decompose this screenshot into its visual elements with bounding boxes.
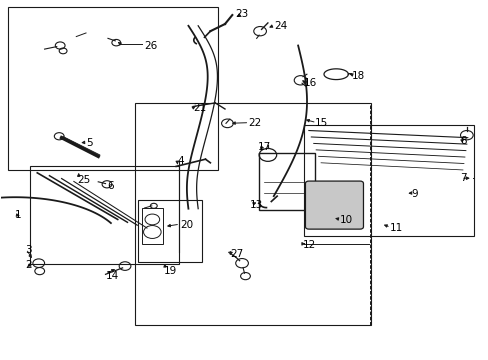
Text: 12: 12 [303, 239, 316, 249]
Text: 14: 14 [105, 271, 119, 281]
Text: 2: 2 [25, 260, 32, 270]
Bar [259, 153, 315, 211]
Text: 13: 13 [249, 200, 262, 210]
Text: 9: 9 [410, 189, 417, 199]
FancyBboxPatch shape [305, 181, 363, 229]
Text: 15: 15 [315, 118, 328, 128]
Bar [142, 208, 162, 244]
Text: 23: 23 [234, 9, 248, 19]
Text: 3: 3 [25, 245, 32, 255]
Text: 20: 20 [180, 220, 193, 230]
Text: 7: 7 [459, 173, 466, 183]
Text: 27: 27 [229, 248, 243, 258]
Bar [8, 7, 217, 170]
Text: 16: 16 [304, 78, 317, 88]
Bar [135, 103, 370, 325]
Bar [138, 200, 201, 262]
Bar [30, 166, 178, 264]
Text: 18: 18 [351, 71, 364, 81]
Text: 22: 22 [248, 118, 261, 128]
Text: 25: 25 [77, 175, 90, 185]
Text: 17: 17 [257, 142, 270, 152]
Text: 26: 26 [144, 41, 158, 50]
Text: 21: 21 [193, 103, 206, 113]
Text: 11: 11 [389, 223, 402, 233]
Text: 8: 8 [459, 136, 466, 146]
Text: 6: 6 [107, 181, 113, 192]
Text: 5: 5 [86, 138, 92, 148]
Text: 19: 19 [163, 266, 177, 276]
Text: 24: 24 [273, 21, 286, 31]
Text: 1: 1 [14, 210, 21, 220]
Text: 4: 4 [177, 156, 183, 166]
Bar [304, 125, 473, 236]
Text: 10: 10 [339, 215, 352, 225]
